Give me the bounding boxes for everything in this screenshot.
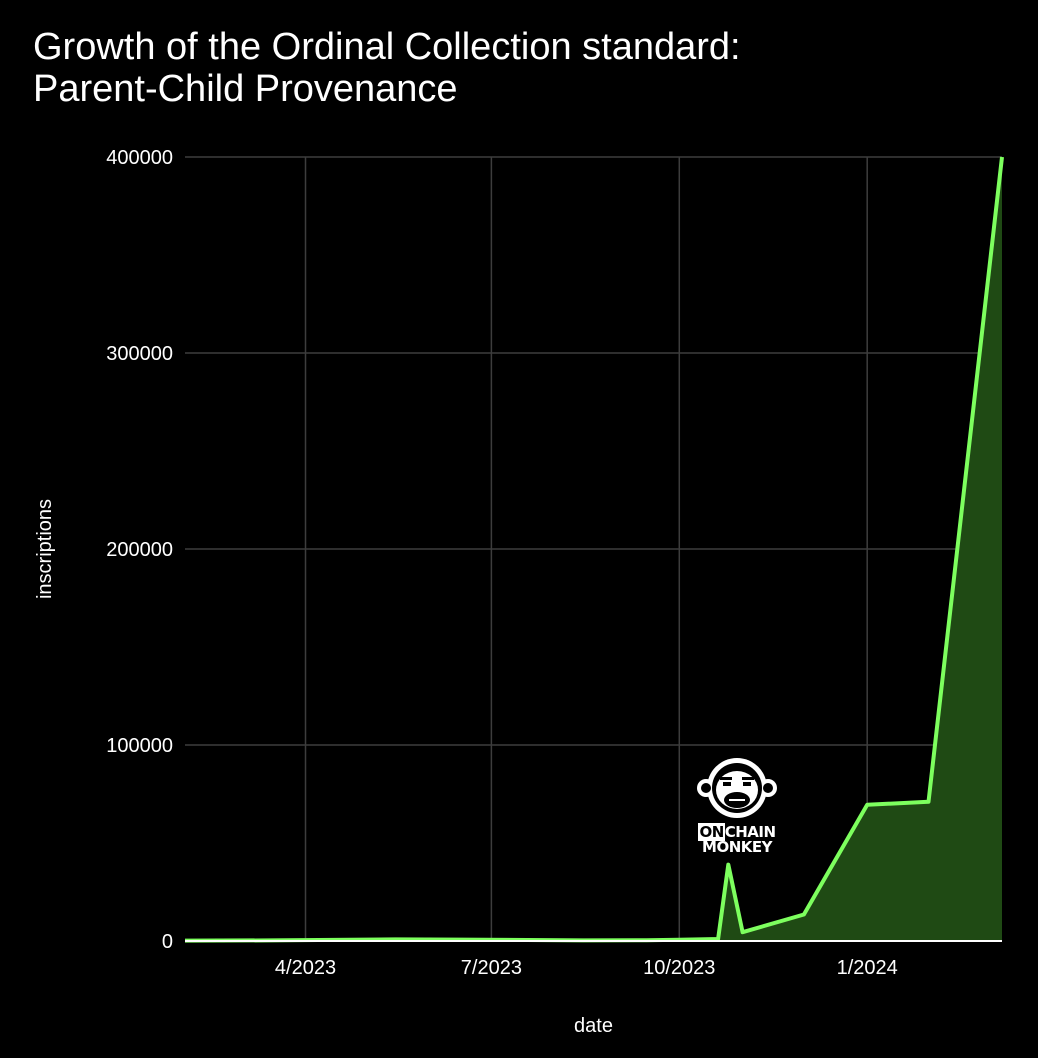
logo-text-line-1: ONCHAIN xyxy=(692,823,782,841)
y-tick-label: 300000 xyxy=(106,343,173,365)
x-tick-label: 1/2024 xyxy=(837,957,898,979)
area-fill xyxy=(185,157,1002,941)
chart-title-line-2: Parent-Child Provenance xyxy=(33,68,458,110)
onchain-monkey-logo: ONCHAIN MONKEY xyxy=(692,754,782,855)
x-tick-label: 10/2023 xyxy=(643,957,715,979)
y-tick-label: 200000 xyxy=(106,539,173,561)
y-tick-label: 0 xyxy=(162,931,173,953)
chart-title: Growth of the Ordinal Collection standar… xyxy=(33,26,741,110)
chart-title-line-1: Growth of the Ordinal Collection standar… xyxy=(33,26,741,68)
logo-text-chain: CHAIN xyxy=(724,823,776,841)
x-tick-label: 7/2023 xyxy=(461,957,522,979)
logo-text-on: ON xyxy=(698,823,725,841)
y-axis-label: inscriptions xyxy=(34,499,56,599)
y-tick-label: 100000 xyxy=(106,735,173,757)
series-line xyxy=(184,156,1004,943)
monkey-icon xyxy=(697,758,777,818)
x-tick-label: 4/2023 xyxy=(275,957,336,979)
y-tick-labels: 0 100000 200000 300000 400000 xyxy=(106,147,173,953)
logo-text-line-2: MONKEY xyxy=(702,838,772,856)
x-tick-labels: 4/2023 7/2023 10/2023 1/2024 xyxy=(275,957,898,979)
y-tick-label: 400000 xyxy=(106,147,173,169)
x-axis-label: date xyxy=(574,1015,613,1037)
